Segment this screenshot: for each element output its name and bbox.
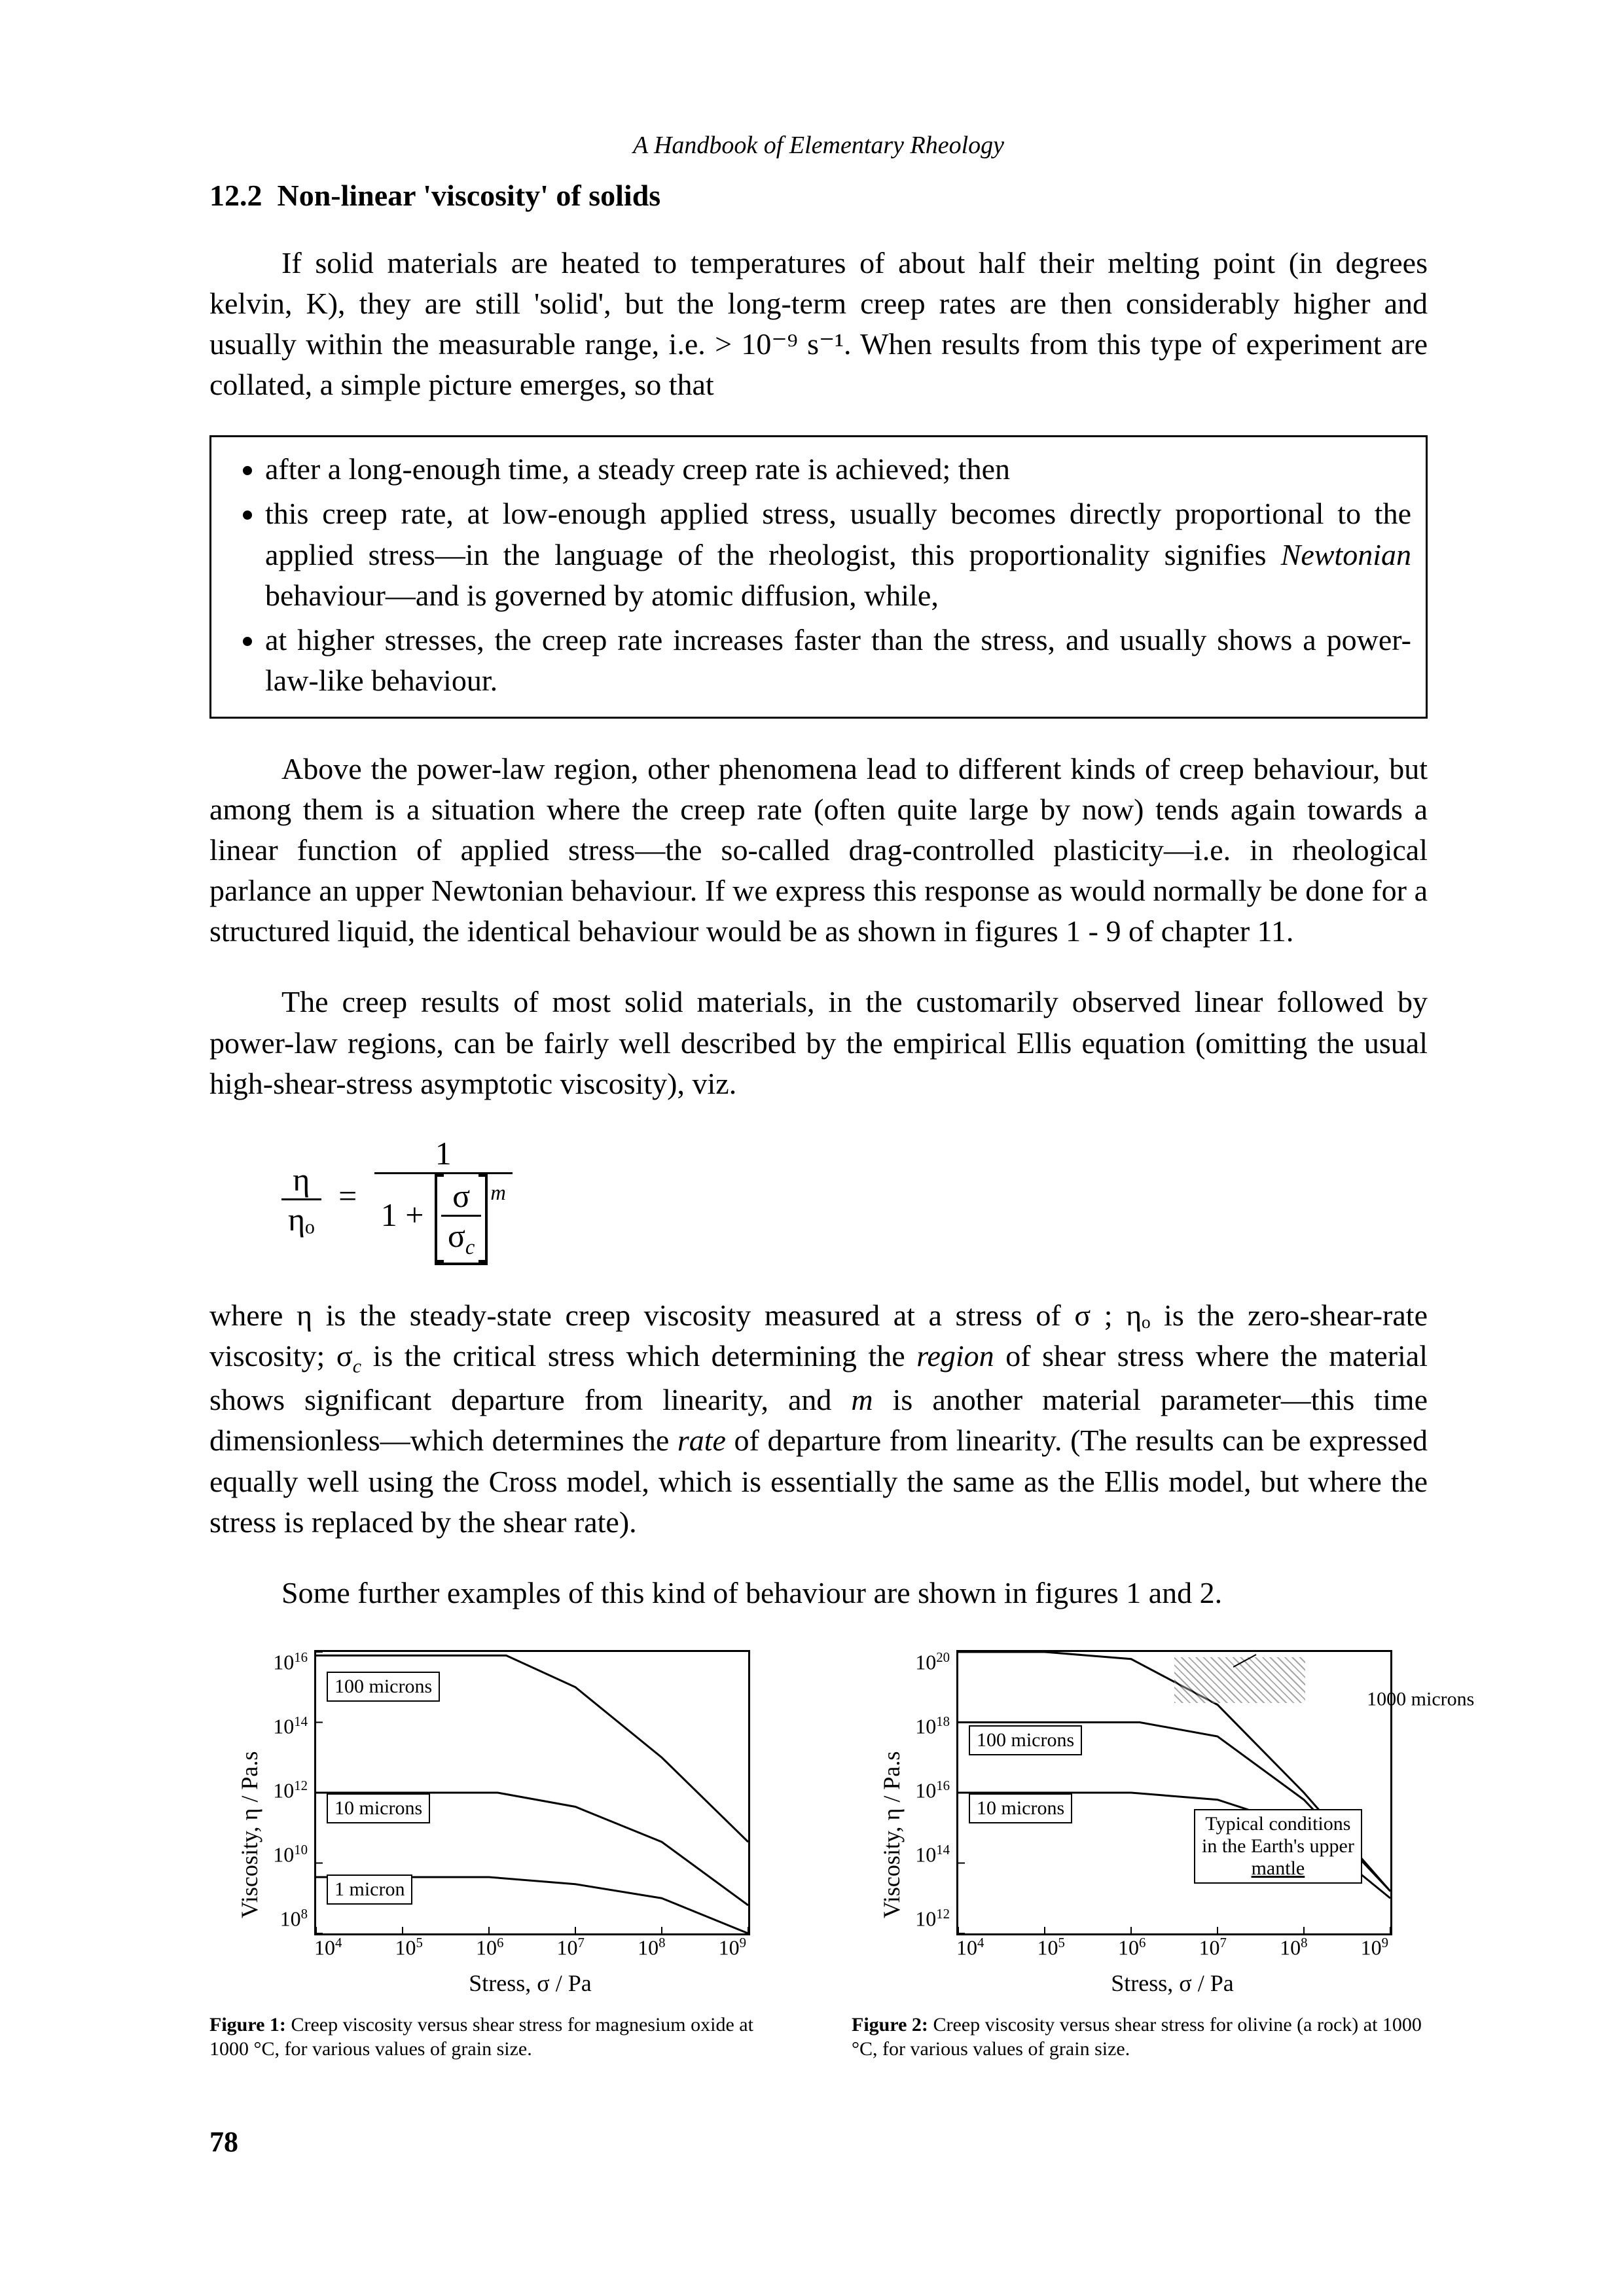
bullet-1: after a long-enough time, a steady creep…	[265, 449, 1411, 490]
paragraph-4: where η is the steady-state creep viscos…	[209, 1295, 1428, 1543]
bullet-2: this creep rate, at low-enough applied s…	[265, 493, 1411, 615]
figure-2: Viscosity, η / Pa.s 10121014101610181020…	[852, 1643, 1428, 2062]
fig1-legend-1: 1 micron	[327, 1874, 412, 1905]
fig1-plot-area: 100 microns 10 microns 1 micron	[314, 1650, 750, 1935]
figures-row: Viscosity, η / Pa.s 1081010101210141016 …	[209, 1643, 1428, 2062]
section-number: 12.2	[209, 179, 262, 212]
fig1-yticks: 1081010101210141016	[255, 1650, 308, 1931]
eq-rhs-num: 1	[374, 1134, 513, 1174]
fig2-xlabel: Stress, σ / Pa	[956, 1969, 1388, 1997]
fig1-legend-10: 10 microns	[327, 1793, 430, 1823]
ellis-equation: η ηₒ = 1 1 + σ σc m	[281, 1134, 1428, 1265]
fig2-xticks: 104105106107108109	[956, 1935, 1388, 1960]
paragraph-1: If solid materials are heated to tempera…	[209, 243, 1428, 405]
paragraph-3: The creep results of most solid material…	[209, 982, 1428, 1103]
page: A Handbook of Elementary Rheology 12.2 N…	[0, 0, 1624, 2296]
eq-rhs-den: 1 + σ σc m	[374, 1174, 513, 1265]
fig1-caption: Figure 1: Creep viscosity versus shear s…	[209, 2013, 785, 2062]
paragraph-2: Above the power-law region, other phenom…	[209, 749, 1428, 952]
fig2-plot-area: 1000 microns 100 microns 10 microns Typi…	[956, 1650, 1392, 1935]
fig2-legend-10: 10 microns	[969, 1793, 1072, 1823]
page-number: 78	[209, 2125, 238, 2159]
bullet-3: at higher stresses, the creep rate incre…	[265, 620, 1411, 701]
running-head: A Handbook of Elementary Rheology	[209, 131, 1428, 160]
section-heading: 12.2 Non-linear 'viscosity' of solids	[209, 178, 1428, 213]
figure-1: Viscosity, η / Pa.s 1081010101210141016 …	[209, 1643, 785, 2062]
fig1-legend-100: 100 microns	[327, 1672, 440, 1702]
eq-lhs-den: ηₒ	[281, 1200, 321, 1238]
fig1-xlabel: Stress, σ / Pa	[314, 1969, 746, 1997]
fig2-toplabel: 1000 microns	[1233, 1651, 1367, 1751]
section-title-text: Non-linear 'viscosity' of solids	[278, 179, 661, 212]
bulleted-box: after a long-enough time, a steady creep…	[209, 435, 1428, 719]
fig1-xticks: 104105106107108109	[314, 1935, 746, 1960]
paragraph-5: Some further examples of this kind of be…	[209, 1573, 1428, 1613]
fig2-mantle-box: Typical conditions in the Earth's upper …	[1194, 1809, 1362, 1884]
fig2-caption: Figure 2: Creep viscosity versus shear s…	[852, 2013, 1428, 2062]
eq-lhs-num: η	[281, 1160, 321, 1200]
fig2-yticks: 10121014101610181020	[897, 1650, 950, 1931]
fig2-legend-100: 100 microns	[969, 1725, 1082, 1755]
